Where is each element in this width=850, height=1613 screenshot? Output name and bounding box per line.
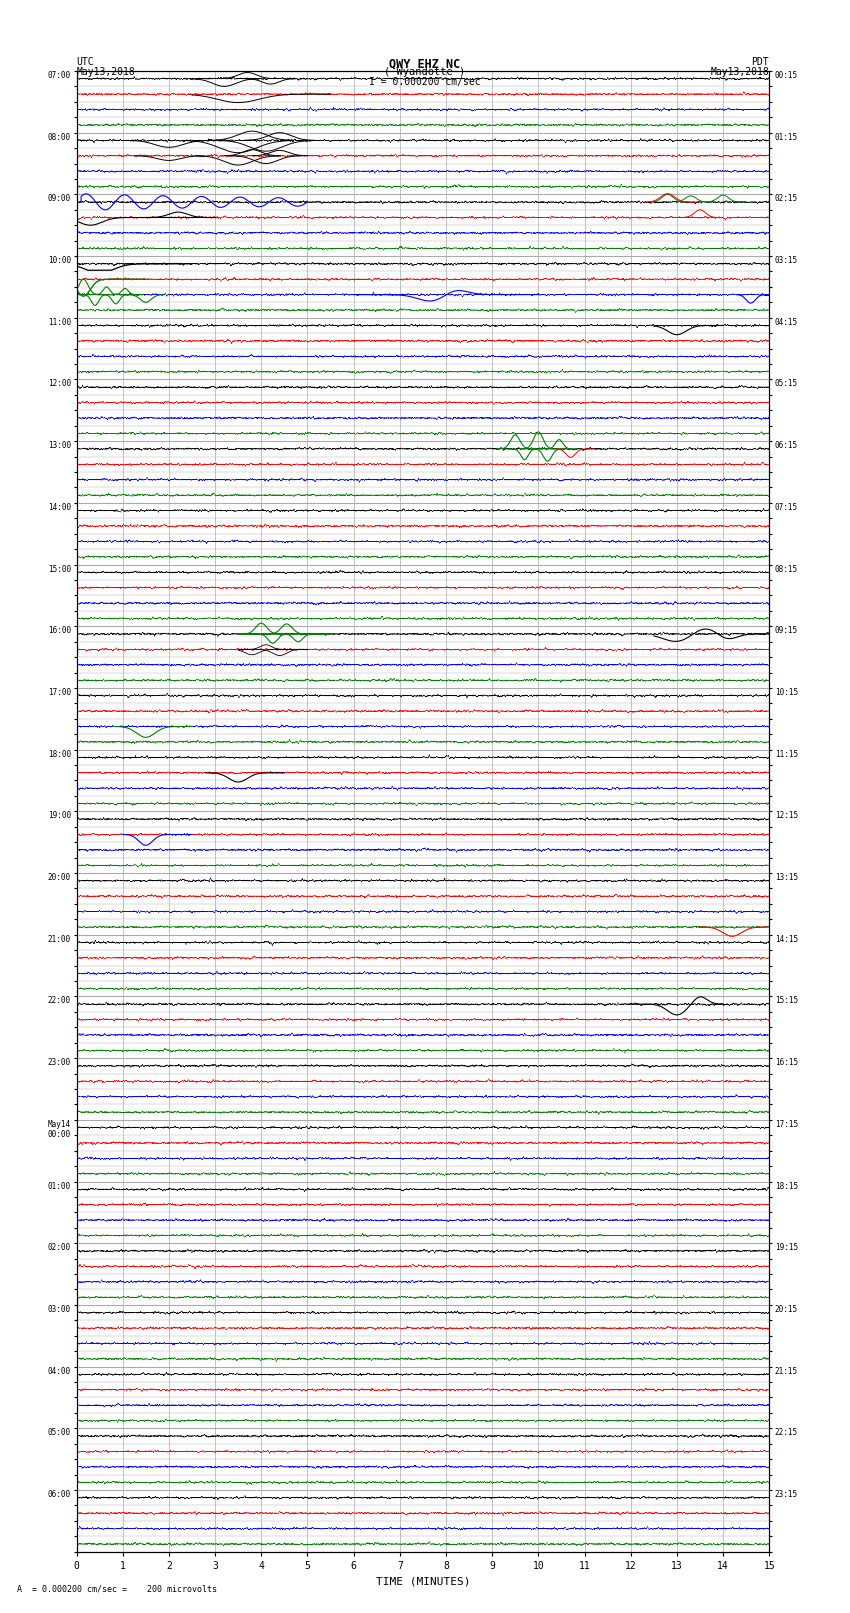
Text: I = 0.000200 cm/sec: I = 0.000200 cm/sec [369, 77, 481, 87]
Text: A  = 0.000200 cm/sec =    200 microvolts: A = 0.000200 cm/sec = 200 microvolts [17, 1584, 217, 1594]
Text: May13,2018: May13,2018 [711, 66, 769, 77]
X-axis label: TIME (MINUTES): TIME (MINUTES) [376, 1576, 470, 1586]
Text: UTC: UTC [76, 58, 94, 68]
Text: ( Wyandotte ): ( Wyandotte ) [384, 66, 466, 77]
Text: QWY EHZ NC: QWY EHZ NC [389, 58, 461, 71]
Text: PDT: PDT [751, 58, 769, 68]
Text: May13,2018: May13,2018 [76, 66, 135, 77]
